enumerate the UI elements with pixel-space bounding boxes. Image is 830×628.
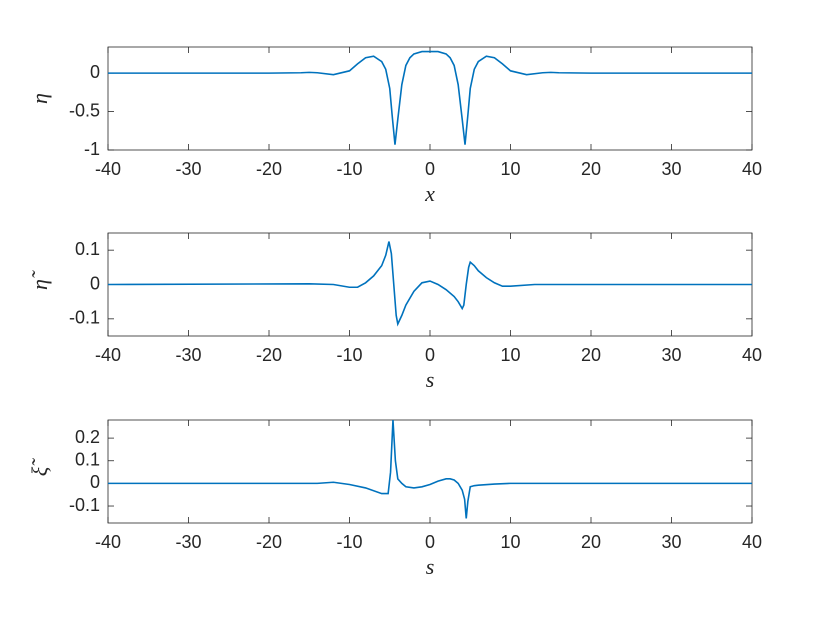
x-tick-label: 10: [500, 159, 520, 179]
x-tick-label: 30: [661, 532, 681, 552]
x-tick-label: -40: [95, 345, 121, 365]
x-tick-label: 0: [425, 532, 435, 552]
y-axis-label: η̃: [27, 270, 52, 290]
x-tick-label: -30: [175, 345, 201, 365]
y-tick-label: -0.1: [69, 495, 100, 515]
y-tick-label: -0.1: [69, 308, 100, 328]
data-line: [107, 241, 752, 327]
x-tick-label: -10: [336, 532, 362, 552]
x-tick-label: -40: [95, 532, 121, 552]
y-tick-label: 0: [90, 273, 100, 293]
y-tick-label: -0.5: [69, 100, 100, 120]
y-tick-label: 0.1: [75, 239, 100, 259]
x-tick-label: -20: [256, 159, 282, 179]
x-tick-label: 30: [661, 345, 681, 365]
x-axis-label: s: [426, 367, 435, 392]
x-axis-label: x: [424, 181, 435, 206]
x-tick-label: 0: [425, 345, 435, 365]
x-tick-label: -40: [95, 159, 121, 179]
x-tick-label: -30: [175, 159, 201, 179]
x-tick-label: 0: [425, 159, 435, 179]
data-line: [108, 50, 752, 145]
y-axis-label: ξ̃: [27, 458, 52, 476]
x-tick-label: 40: [742, 345, 762, 365]
y-tick-label: 0: [90, 472, 100, 492]
x-tick-label: 20: [581, 532, 601, 552]
x-tick-label: -20: [256, 532, 282, 552]
data-line: [108, 419, 752, 519]
x-tick-label: 10: [500, 532, 520, 552]
x-tick-label: -30: [175, 532, 201, 552]
x-tick-label: -10: [336, 345, 362, 365]
x-tick-label: 20: [581, 159, 601, 179]
x-axis-label: s: [426, 554, 435, 579]
x-tick-label: 40: [742, 159, 762, 179]
x-tick-label: -20: [256, 345, 282, 365]
y-axis-label: η: [27, 93, 52, 104]
y-tick-label: 0.1: [75, 449, 100, 469]
x-tick-label: 20: [581, 345, 601, 365]
x-tick-label: 30: [661, 159, 681, 179]
x-tick-label: 10: [500, 345, 520, 365]
y-tick-label: -1: [84, 139, 100, 159]
x-tick-label: -10: [336, 159, 362, 179]
axes-box: [107, 46, 753, 151]
x-tick-label: 40: [742, 532, 762, 552]
y-tick-label: 0: [90, 62, 100, 82]
y-tick-label: 0.2: [75, 427, 100, 447]
axes-box: [107, 419, 753, 524]
